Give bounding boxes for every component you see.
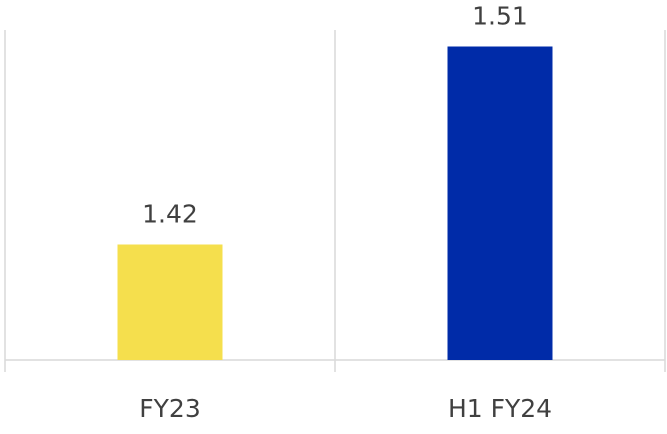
x-tick-label: H1 FY24: [448, 394, 552, 423]
bar: [447, 46, 553, 360]
bar: [117, 244, 223, 360]
data-label: 1.42: [142, 200, 198, 229]
data-label: 1.51: [472, 2, 528, 31]
x-tick-label: FY23: [139, 394, 200, 423]
